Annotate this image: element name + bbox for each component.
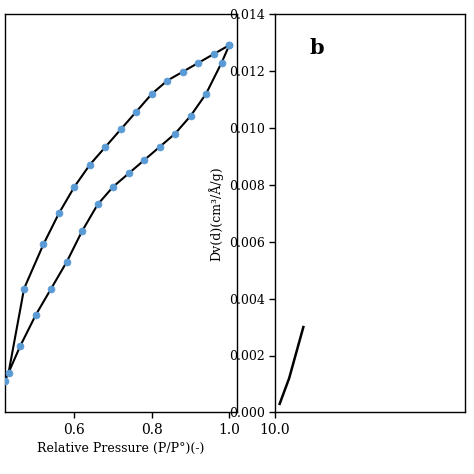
X-axis label: Relative Pressure (P/P°)(-): Relative Pressure (P/P°)(-)	[37, 442, 205, 456]
Text: b: b	[309, 38, 324, 58]
Y-axis label: Dv(d)(cm³/Å/g): Dv(d)(cm³/Å/g)	[208, 166, 223, 261]
